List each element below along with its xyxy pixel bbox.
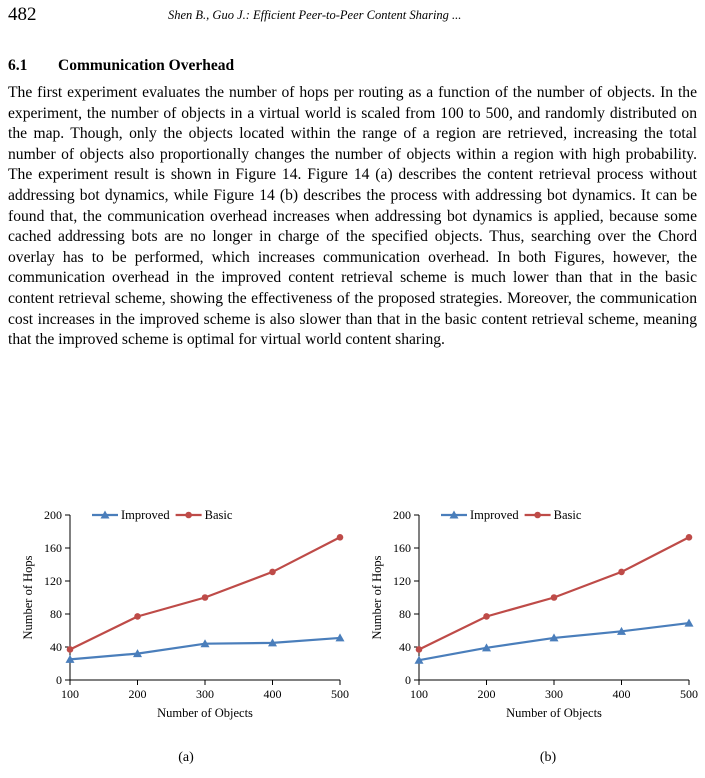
legend-label-basic: Basic bbox=[554, 508, 582, 522]
page-header: 482 Shen B., Guo J.: Efficient Peer-to-P… bbox=[8, 4, 698, 28]
data-point-basic bbox=[134, 613, 141, 620]
running-title: Shen B., Guo J.: Efficient Peer-to-Peer … bbox=[168, 8, 462, 22]
x-tick-label: 100 bbox=[61, 687, 79, 701]
legend-marker-basic bbox=[534, 511, 541, 519]
data-point-improved bbox=[549, 633, 559, 642]
series-line-basic bbox=[69, 536, 341, 651]
figure-14b-chart: 0 40 80 120 160 200 100 200 300 400 500 Number of O… bbox=[367, 505, 705, 735]
y-tick-label: 120 bbox=[393, 574, 411, 588]
page-number: 482 bbox=[8, 4, 37, 25]
y-tick-label: 200 bbox=[44, 508, 62, 522]
data-point-basic bbox=[483, 613, 490, 620]
x-tick-label: 400 bbox=[264, 687, 282, 701]
x-axis-label: Number of Objects bbox=[506, 706, 602, 720]
section-title: Communication Overhead bbox=[58, 57, 235, 74]
series-line-basic bbox=[418, 536, 690, 651]
data-point-improved bbox=[414, 655, 424, 664]
y-tick-label: 160 bbox=[44, 541, 62, 555]
data-point-basic bbox=[685, 533, 693, 541]
data-point-basic bbox=[550, 594, 558, 601]
y-tick-label: 0 bbox=[56, 673, 62, 687]
x-tick-label: 400 bbox=[613, 687, 631, 701]
x-tick-label: 100 bbox=[410, 687, 428, 701]
y-tick-label: 0 bbox=[405, 673, 411, 687]
caption-b: (b) bbox=[539, 750, 557, 765]
x-tick-label: 200 bbox=[478, 687, 496, 701]
y-tick-label: 80 bbox=[399, 607, 411, 621]
data-point-basic bbox=[618, 568, 625, 576]
data-point-improved bbox=[617, 626, 626, 635]
y-tick-label: 160 bbox=[393, 541, 411, 555]
caption-a: (a) bbox=[178, 750, 194, 765]
x-tick-label: 300 bbox=[545, 687, 563, 701]
data-point-improved bbox=[200, 639, 210, 648]
data-point-basic bbox=[201, 594, 209, 601]
data-point-improved bbox=[133, 649, 142, 658]
data-point-improved bbox=[335, 633, 345, 642]
data-point-improved bbox=[684, 618, 694, 627]
legend-label-improved: Improved bbox=[470, 508, 519, 522]
y-tick-label: 40 bbox=[399, 640, 411, 654]
y-axis-label: Number of Hops bbox=[370, 555, 384, 639]
x-tick-label: 200 bbox=[129, 687, 147, 701]
figure-14a-chart: 0 40 80 120 160 200 100 200 300 400 500 Number of O… bbox=[18, 505, 358, 735]
data-point-improved bbox=[65, 654, 75, 663]
x-tick-label: 300 bbox=[196, 687, 214, 701]
section-number: 6.1 bbox=[8, 57, 28, 74]
legend-marker-basic bbox=[185, 511, 192, 519]
chart-svg: 0 40 80 120 160 200 100 200 300 400 500 Number of O… bbox=[370, 508, 698, 720]
y-tick-label: 200 bbox=[393, 508, 411, 522]
y-tick-label: 120 bbox=[44, 574, 62, 588]
x-tick-label: 500 bbox=[680, 687, 698, 701]
legend-label-basic: Basic bbox=[205, 508, 233, 522]
y-tick-label: 80 bbox=[50, 607, 62, 621]
x-tick-label: 500 bbox=[331, 687, 349, 701]
body-paragraph: The first experiment evaluates the numbe… bbox=[8, 84, 697, 349]
data-point-improved bbox=[482, 643, 491, 652]
legend-marker-improved bbox=[100, 510, 110, 519]
y-tick-label: 40 bbox=[50, 640, 62, 654]
data-point-basic bbox=[66, 646, 74, 653]
x-axis-label: Number of Objects bbox=[157, 706, 253, 720]
chart-svg: 0 40 80 120 160 200 100 200 300 400 500 Number of O… bbox=[21, 508, 349, 720]
data-point-basic bbox=[415, 646, 423, 653]
data-point-basic bbox=[269, 568, 276, 576]
data-point-basic bbox=[336, 533, 344, 541]
data-point-improved bbox=[268, 638, 277, 647]
legend-label-improved: Improved bbox=[121, 508, 170, 522]
section-heading: 6.1 Communication Overhead bbox=[8, 57, 234, 75]
legend-marker-improved bbox=[449, 510, 459, 519]
y-axis-label: Number of Hops bbox=[21, 555, 35, 639]
